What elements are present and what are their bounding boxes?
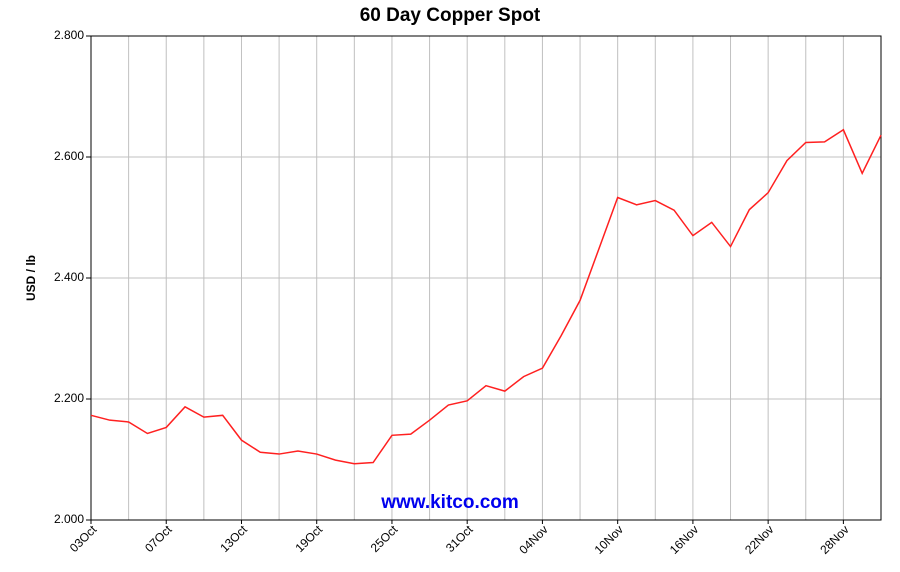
x-tick-label: 16Nov (667, 522, 701, 556)
x-tick-label: 04Nov (516, 522, 550, 556)
x-tick-label: 19Oct (293, 522, 326, 555)
y-tick-label: 2.000 (54, 512, 84, 526)
x-tick-label: 13Oct (217, 522, 250, 555)
y-tick-label: 2.800 (54, 28, 84, 42)
x-tick-label: 31Oct (443, 522, 476, 555)
x-tick-label: 28Nov (817, 522, 851, 556)
x-tick-label: 07Oct (142, 522, 175, 555)
watermark: www.kitco.com (380, 492, 519, 513)
y-tick-label: 2.200 (54, 391, 84, 405)
y-tick-label: 2.400 (54, 270, 84, 284)
y-axis-label: USD / lb (24, 255, 38, 301)
plot-border (90, 35, 882, 521)
price-line (90, 128, 882, 465)
x-tick-label: 10Nov (592, 522, 626, 556)
x-tick-label: 25Oct (368, 522, 401, 555)
chart-title: 60 Day Copper Spot (360, 5, 541, 26)
x-tick-label: 03Oct (67, 522, 100, 555)
x-tick-label: 22Nov (742, 522, 776, 556)
y-tick-label: 2.600 (54, 149, 84, 163)
